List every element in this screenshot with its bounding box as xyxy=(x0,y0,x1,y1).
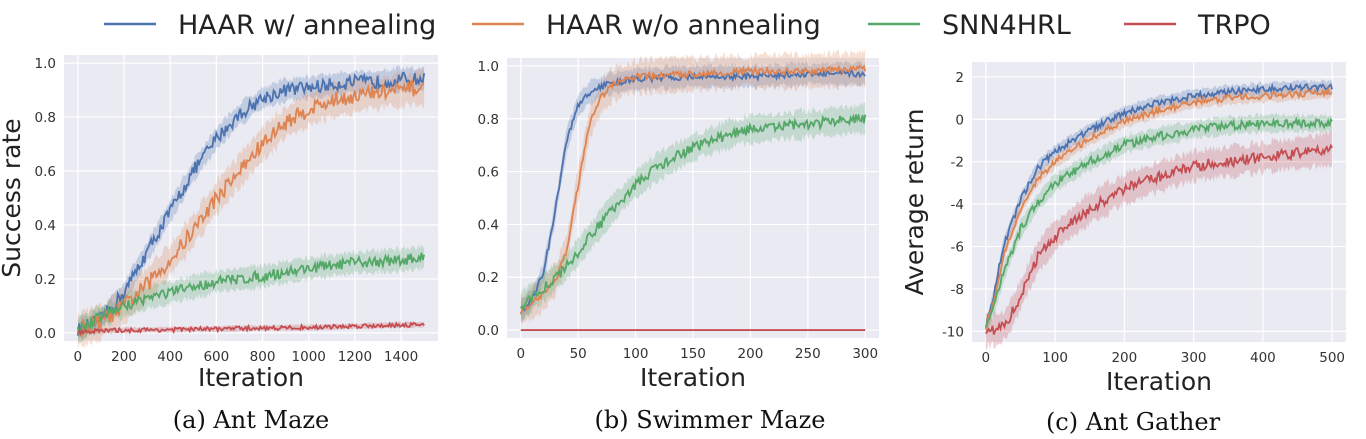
confidence-band-haar-w-o-annealing xyxy=(77,66,425,350)
caption-ant-gather: (c) Ant Gather xyxy=(1046,408,1221,436)
y-tick-label-0: 0.0 xyxy=(35,326,56,342)
y-tick-label-5: 1.0 xyxy=(35,56,56,72)
series-line-haar-w-o-annealing xyxy=(76,79,425,338)
series-line-haar-w-annealing xyxy=(76,71,426,336)
yticks-swimmer-maze: 0.0 0.2 0.4 0.6 0.8 1.0 xyxy=(478,59,499,339)
y-tick-label-4: 0.8 xyxy=(478,112,499,128)
y-tick-label-0: 0.0 xyxy=(478,323,499,339)
legend-label-snn4hrl: SNN4HRL xyxy=(942,10,1071,41)
x-tick-label-5: 250 xyxy=(795,346,821,362)
x-tick-label-2: 200 xyxy=(1111,350,1137,366)
x-tick-label-0: 0 xyxy=(74,349,83,365)
series-line-trpo xyxy=(77,321,425,336)
y-tick-label-5: 0 xyxy=(955,112,964,128)
y-tick-label-3: -4 xyxy=(951,197,964,213)
y-tick-label-4: -2 xyxy=(951,155,964,171)
panel-ant-gather: 0 100 200 300 400 500 -10 -8 -6 -4 -2 0 2 Iteration… xyxy=(900,62,1346,436)
x-tick-label-5: 500 xyxy=(1319,350,1345,366)
legend-label-haar-no-annealing: HAAR w/o annealing xyxy=(546,10,821,41)
legend: HAAR w/ annealing HAAR w/o annealing SNN… xyxy=(104,10,1271,41)
lines-swimmer-maze xyxy=(519,64,867,331)
confidence-band-haar-w-o-annealing xyxy=(985,83,1333,336)
x-tick-label-1: 200 xyxy=(111,349,137,365)
x-tick-label-6: 1200 xyxy=(338,349,372,365)
lines-ant-maze xyxy=(76,71,426,338)
caption-ant-maze: (a) Ant Maze xyxy=(173,406,329,434)
y-tick-label-1: -8 xyxy=(951,282,964,298)
series-line-trpo xyxy=(985,143,1333,335)
series-line-haar-w-o-annealing xyxy=(984,86,1333,330)
yticks-ant-gather: -10 -8 -6 -4 -2 0 2 xyxy=(942,70,964,341)
x-tick-label-1: 50 xyxy=(570,346,587,362)
x-tick-label-3: 600 xyxy=(203,349,229,365)
x-tick-label-0: 0 xyxy=(982,350,991,366)
x-tick-label-2: 100 xyxy=(623,346,649,362)
x-tick-label-1: 100 xyxy=(1042,350,1068,366)
y-tick-label-3: 0.6 xyxy=(478,165,499,181)
y-tick-label-2: -6 xyxy=(951,240,964,256)
x-tick-label-5: 1000 xyxy=(292,349,326,365)
legend-label-haar-annealing: HAAR w/ annealing xyxy=(178,10,436,41)
y-tick-label-5: 1.0 xyxy=(478,59,499,75)
y-tick-label-2: 0.4 xyxy=(478,217,499,233)
x-tick-label-4: 200 xyxy=(738,346,764,362)
xticks-ant-gather: 0 100 200 300 400 500 xyxy=(982,350,1345,366)
yticks-ant-maze: 0.0 0.2 0.4 0.6 0.8 1.0 xyxy=(35,56,56,342)
x-axis-label-ant-gather: Iteration xyxy=(1106,367,1212,396)
y-tick-label-3: 0.6 xyxy=(35,164,56,180)
x-tick-label-2: 400 xyxy=(157,349,183,365)
x-axis-label-swimmer-maze: Iteration xyxy=(640,363,746,392)
y-tick-label-0: -10 xyxy=(942,324,964,340)
legend-label-trpo: TRPO xyxy=(1197,10,1271,41)
series-line-snn4hrl xyxy=(984,116,1333,328)
y-tick-label-6: 2 xyxy=(955,70,964,86)
x-tick-label-3: 300 xyxy=(1181,350,1207,366)
panel-swimmer-maze: 0 50 100 150 200 250 300 0.0 0.2 0.4 0.6 0.8 1.0 It… xyxy=(478,48,879,434)
confidence-band-haar-w-o-annealing xyxy=(520,48,866,332)
x-tick-label-4: 800 xyxy=(250,349,276,365)
series-line-snn4hrl xyxy=(520,113,867,312)
x-tick-label-4: 400 xyxy=(1250,350,1276,366)
caption-swimmer-maze: (b) Swimmer Maze xyxy=(595,406,826,434)
grid-ant-gather xyxy=(972,62,1346,342)
x-axis-label-ant-maze: Iteration xyxy=(198,363,304,392)
y-tick-label-1: 0.2 xyxy=(35,272,56,288)
series-line-haar-w-annealing xyxy=(519,67,866,314)
y-tick-label-4: 0.8 xyxy=(35,110,56,126)
panel-ant-maze: 0 200 400 600 800 1000 1200 1400 0.00.20.40.60.… xyxy=(0,55,438,434)
series-line-snn4hrl xyxy=(76,252,426,336)
y-tick-label-1: 0.2 xyxy=(478,270,499,286)
xticks-ant-maze: 0 200 400 600 800 1000 1200 1400 xyxy=(74,349,419,365)
confidence-band-snn4hrl xyxy=(985,112,1333,338)
x-tick-label-7: 1400 xyxy=(384,349,418,365)
series-line-haar-w-annealing xyxy=(984,82,1334,328)
confidence-band-snn4hrl xyxy=(77,244,425,343)
y-tick-label-2: 0.4 xyxy=(35,218,56,234)
y-axis-label-ant-maze: Success rate xyxy=(0,118,26,277)
confidence-band-haar-w-annealing xyxy=(985,79,1333,334)
y-axis-label-ant-gather: Average return xyxy=(900,108,929,295)
x-tick-label-6: 300 xyxy=(852,346,878,362)
xticks-swimmer-maze: 0 50 100 150 200 250 300 xyxy=(516,346,878,362)
lines-ant-gather xyxy=(984,82,1334,335)
x-tick-label-0: 0 xyxy=(516,346,525,362)
series-line-haar-w-o-annealing xyxy=(519,64,867,315)
x-tick-label-3: 150 xyxy=(680,346,706,362)
